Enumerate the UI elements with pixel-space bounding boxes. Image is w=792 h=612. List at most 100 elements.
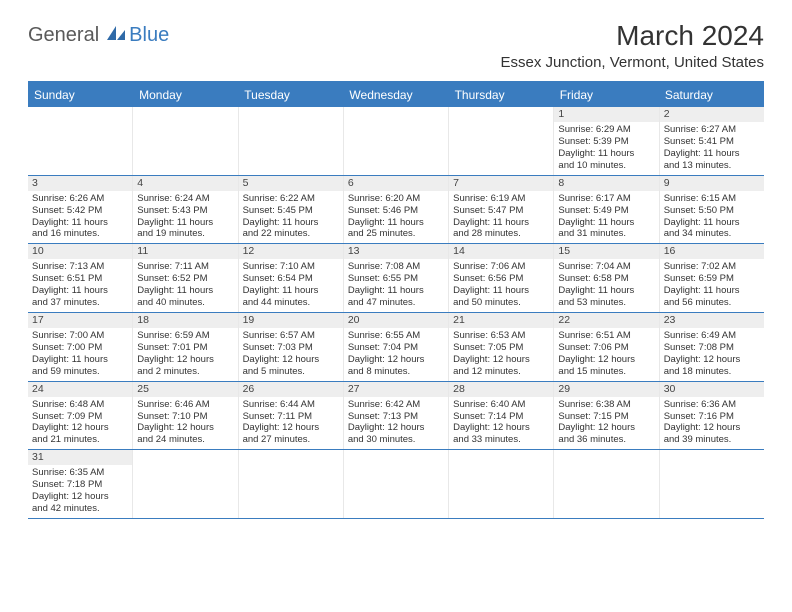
day-number: 16 (660, 244, 764, 259)
day-detail-line: Sunrise: 7:06 AM (453, 261, 549, 273)
day-detail-line: Sunset: 7:04 PM (348, 342, 444, 354)
day-header-row: SundayMondayTuesdayWednesdayThursdayFrid… (28, 83, 764, 107)
day-number: 6 (344, 176, 448, 191)
day-detail-line: and 44 minutes. (243, 297, 339, 309)
day-number: 18 (133, 313, 237, 328)
day-detail-line: Sunrise: 7:10 AM (243, 261, 339, 273)
day-detail-line: and 8 minutes. (348, 366, 444, 378)
day-detail-line: and 19 minutes. (137, 228, 233, 240)
day-detail-line: Sunset: 7:01 PM (137, 342, 233, 354)
day-number: 11 (133, 244, 237, 259)
day-detail-line: Daylight: 11 hours (137, 217, 233, 229)
day-number (449, 450, 553, 452)
day-detail-line: and 28 minutes. (453, 228, 549, 240)
day-detail-line: Sunset: 7:05 PM (453, 342, 549, 354)
day-detail-line: Sunset: 5:39 PM (558, 136, 654, 148)
day-number: 30 (660, 382, 764, 397)
day-detail-line: Daylight: 11 hours (32, 217, 128, 229)
day-cell (28, 107, 133, 175)
day-detail-line: Sunset: 7:09 PM (32, 411, 128, 423)
header: General Blue March 2024 Essex Junction, … (0, 0, 792, 77)
day-detail-line: Sunset: 6:56 PM (453, 273, 549, 285)
day-number: 20 (344, 313, 448, 328)
day-number: 13 (344, 244, 448, 259)
day-detail-line: Daylight: 11 hours (243, 217, 339, 229)
day-detail-line: Sunrise: 6:35 AM (32, 467, 128, 479)
day-detail-line: Sunset: 7:11 PM (243, 411, 339, 423)
day-detail-line: and 18 minutes. (664, 366, 760, 378)
day-detail-line: Sunset: 7:18 PM (32, 479, 128, 491)
day-detail-line: Daylight: 12 hours (453, 354, 549, 366)
day-cell: 7Sunrise: 6:19 AMSunset: 5:47 PMDaylight… (449, 176, 554, 244)
day-cell: 2Sunrise: 6:27 AMSunset: 5:41 PMDaylight… (660, 107, 764, 175)
day-detail-line: Sunrise: 6:53 AM (453, 330, 549, 342)
logo-text-blue: Blue (129, 24, 169, 47)
day-number: 5 (239, 176, 343, 191)
day-detail-line: Sunrise: 7:13 AM (32, 261, 128, 273)
day-detail-line: Daylight: 12 hours (558, 422, 654, 434)
day-number (344, 107, 448, 109)
day-detail-line: Sunrise: 6:55 AM (348, 330, 444, 342)
day-number: 14 (449, 244, 553, 259)
day-detail-line: Sunrise: 6:19 AM (453, 193, 549, 205)
day-cell: 3Sunrise: 6:26 AMSunset: 5:42 PMDaylight… (28, 176, 133, 244)
day-header-sunday: Sunday (28, 83, 133, 107)
day-detail-line: Sunrise: 6:36 AM (664, 399, 760, 411)
day-detail-line: Sunrise: 6:59 AM (137, 330, 233, 342)
day-cell: 24Sunrise: 6:48 AMSunset: 7:09 PMDayligh… (28, 382, 133, 450)
day-detail-line: and 34 minutes. (664, 228, 760, 240)
day-detail-line: Sunset: 7:13 PM (348, 411, 444, 423)
day-number: 7 (449, 176, 553, 191)
day-detail-line: Sunset: 7:08 PM (664, 342, 760, 354)
day-detail-line: Sunset: 5:49 PM (558, 205, 654, 217)
day-cell (344, 450, 449, 518)
day-detail-line: Daylight: 11 hours (32, 354, 128, 366)
day-cell: 1Sunrise: 6:29 AMSunset: 5:39 PMDaylight… (554, 107, 659, 175)
day-detail-line: Daylight: 12 hours (558, 354, 654, 366)
day-cell: 12Sunrise: 7:10 AMSunset: 6:54 PMDayligh… (239, 244, 344, 312)
day-header-thursday: Thursday (449, 83, 554, 107)
day-detail-line: Daylight: 11 hours (137, 285, 233, 297)
day-number: 21 (449, 313, 553, 328)
week-row: 10Sunrise: 7:13 AMSunset: 6:51 PMDayligh… (28, 244, 764, 313)
day-cell: 18Sunrise: 6:59 AMSunset: 7:01 PMDayligh… (133, 313, 238, 381)
day-cell: 17Sunrise: 7:00 AMSunset: 7:00 PMDayligh… (28, 313, 133, 381)
day-number: 23 (660, 313, 764, 328)
day-detail-line: Daylight: 12 hours (664, 422, 760, 434)
day-detail-line: Sunset: 6:54 PM (243, 273, 339, 285)
day-detail-line: Sunset: 5:47 PM (453, 205, 549, 217)
location: Essex Junction, Vermont, United States (501, 54, 764, 71)
day-detail-line: Daylight: 11 hours (243, 285, 339, 297)
day-detail-line: and 24 minutes. (137, 434, 233, 446)
day-detail-line: Sunrise: 7:04 AM (558, 261, 654, 273)
day-detail-line: and 12 minutes. (453, 366, 549, 378)
day-detail-line: Sunset: 7:03 PM (243, 342, 339, 354)
day-header-wednesday: Wednesday (343, 83, 448, 107)
day-number: 2 (660, 107, 764, 122)
day-cell: 16Sunrise: 7:02 AMSunset: 6:59 PMDayligh… (660, 244, 764, 312)
day-detail-line: and 39 minutes. (664, 434, 760, 446)
day-detail-line: Daylight: 11 hours (664, 148, 760, 160)
day-number (133, 107, 237, 109)
day-cell: 25Sunrise: 6:46 AMSunset: 7:10 PMDayligh… (133, 382, 238, 450)
day-cell: 27Sunrise: 6:42 AMSunset: 7:13 PMDayligh… (344, 382, 449, 450)
day-number: 8 (554, 176, 658, 191)
day-detail-line: and 31 minutes. (558, 228, 654, 240)
day-detail-line: Daylight: 11 hours (32, 285, 128, 297)
day-number: 27 (344, 382, 448, 397)
day-detail-line: Daylight: 12 hours (348, 422, 444, 434)
day-number: 28 (449, 382, 553, 397)
day-detail-line: Daylight: 11 hours (558, 148, 654, 160)
day-header-saturday: Saturday (659, 83, 764, 107)
day-detail-line: Daylight: 12 hours (664, 354, 760, 366)
day-number: 15 (554, 244, 658, 259)
day-detail-line: Sunset: 7:15 PM (558, 411, 654, 423)
day-detail-line: Sunrise: 6:26 AM (32, 193, 128, 205)
day-detail-line: Sunrise: 6:51 AM (558, 330, 654, 342)
day-detail-line: Daylight: 12 hours (453, 422, 549, 434)
day-number: 22 (554, 313, 658, 328)
day-cell (449, 107, 554, 175)
day-detail-line: and 53 minutes. (558, 297, 654, 309)
day-detail-line: Daylight: 12 hours (32, 491, 128, 503)
day-number (660, 450, 764, 452)
